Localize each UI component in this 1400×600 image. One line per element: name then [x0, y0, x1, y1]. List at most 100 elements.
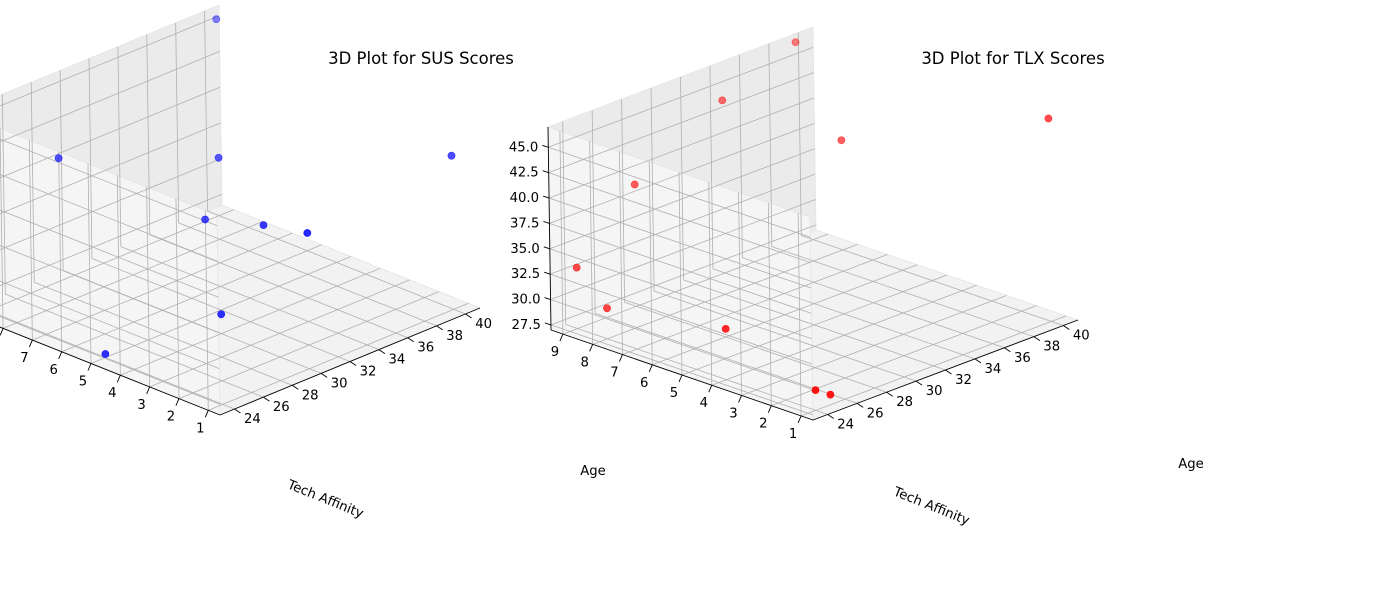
- tlx-x-tick-mark: [827, 414, 834, 419]
- tlx-data-point: [791, 38, 800, 47]
- tlx-y-tick-label: 5: [670, 386, 678, 401]
- tlx-grid-z: [550, 173, 816, 275]
- tlx-grid-y: [592, 243, 858, 345]
- tlx-y-axis-label: Tech Affinity: [890, 484, 971, 529]
- tlx-grid-z: [550, 299, 813, 390]
- tlx-x-tick-mark: [856, 402, 864, 408]
- sus-grid-x: [30, 82, 35, 283]
- sus-grid-y: [90, 256, 352, 364]
- sus-grid-y: [61, 244, 322, 353]
- sus-chart: 3D Plot for SUS Scores Age Tech Affinity…: [0, 4, 606, 522]
- sus-x-tick-mark: [349, 361, 357, 366]
- tlx-data-point: [572, 263, 581, 272]
- tlx-grid-z: [548, 46, 814, 148]
- sus-grid-y: [32, 232, 293, 341]
- tlx-data-point: [811, 386, 820, 394]
- sus-grid-z: [0, 138, 218, 227]
- sus-grid-z: [0, 280, 220, 369]
- tlx-x-tick-mark: [1033, 336, 1041, 342]
- sus-y-tick-mark: [116, 375, 121, 383]
- sus-data-point: [259, 221, 268, 229]
- tlx-z-tick-mark: [543, 220, 550, 224]
- tlx-grid-x: [562, 121, 567, 325]
- tlx-z-tick-mark: [542, 170, 549, 174]
- tlx-x-tick-label: 24: [837, 417, 854, 432]
- sus-x-tick-label: 34: [389, 353, 406, 368]
- tlx-z-tick-label: 32.5: [511, 267, 540, 282]
- tlx-y-tick-label: 2: [759, 417, 767, 432]
- sus-y-tick-label: 2: [167, 410, 175, 425]
- tlx-data-point: [721, 324, 730, 333]
- sus-x-tick-label: 36: [417, 341, 434, 356]
- sus-grid-y: [0, 128, 4, 329]
- sus-y-tick-label: 7: [20, 351, 28, 366]
- tlx-grid-y: [678, 171, 683, 376]
- sus-grid-z: [0, 209, 219, 298]
- tlx-y-tick-label: 8: [581, 355, 589, 370]
- tlx-grid-y: [652, 264, 918, 366]
- tlx-grid-y: [767, 202, 772, 406]
- tlx-grid-y: [648, 161, 653, 365]
- sus-x-tick-label: 32: [360, 365, 377, 380]
- tlx-z-tick-mark: [542, 144, 549, 148]
- sus-x-tick-mark: [378, 349, 386, 354]
- sus-data-points: [54, 15, 456, 358]
- tlx-grid-x: [738, 54, 743, 258]
- sus-data-point: [214, 153, 223, 162]
- tlx-grid-y: [800, 315, 1067, 417]
- tlx-grid-z: [548, 72, 814, 174]
- sus-x-tick-mark: [465, 313, 472, 319]
- tlx-x-tick-mark: [886, 391, 893, 397]
- sus-grid-y: [87, 163, 92, 364]
- sus-data-point: [212, 15, 221, 24]
- tlx-grid-z: [548, 146, 811, 238]
- tlx-y-tick-label: 1: [789, 427, 797, 442]
- tlx-grid-z: [550, 324, 814, 416]
- sus-x-tick-label: 38: [446, 329, 463, 344]
- sus-grid-y: [28, 140, 33, 341]
- tlx-z-tick-mark: [543, 246, 550, 250]
- sus-y-axis-label: Tech Affinity: [284, 477, 365, 522]
- sus-grid-x: [146, 34, 151, 235]
- tlx-data-point: [603, 304, 611, 313]
- sus-grid-y: [149, 279, 410, 388]
- tlx-data-point: [630, 180, 639, 189]
- tlx-grid-z: [549, 148, 815, 250]
- tlx-y-tick-mark: [619, 354, 623, 362]
- sus-y-tick-mark: [0, 328, 4, 336]
- sus-grid-y: [175, 198, 180, 399]
- sus-grid-y: [204, 210, 209, 411]
- tlx-grid-z: [549, 248, 812, 340]
- sus-tick-labels: 242628303234363840123456789405060708090: [20, 317, 492, 436]
- sus-x-axis-label: Age: [580, 464, 606, 479]
- sus-grid-x: [88, 58, 93, 259]
- tlx-chart: 3D Plot for TLX Scores Age Tech Affinity…: [509, 26, 1204, 529]
- tlx-grid-x: [768, 43, 773, 247]
- tlx-x-tick-label: 30: [926, 384, 943, 399]
- tlx-z-tick-label: 27.5: [512, 318, 541, 333]
- tlx-z-axis: [547, 126, 552, 331]
- sus-grid-z: [0, 245, 219, 334]
- sus-grid-y: [208, 302, 469, 411]
- sus-axis-lines: [0, 307, 481, 418]
- sus-y-tick-mark: [58, 351, 63, 359]
- tlx-data-points: [572, 38, 1053, 399]
- tlx-x-tick-label: 28: [896, 395, 913, 410]
- sus-y-tick-mark: [146, 386, 151, 395]
- tlx-chart-title: 3D Plot for TLX Scores: [921, 49, 1104, 68]
- sus-grid-x: [204, 10, 208, 211]
- sus-grid-x: [59, 70, 64, 271]
- sus-data-point: [303, 229, 312, 237]
- sus-grid-z: [0, 174, 218, 262]
- sus-data-point: [101, 350, 110, 358]
- tlx-y-tick-label: 7: [610, 366, 618, 381]
- sus-x-tick-label: 30: [331, 376, 348, 391]
- sus-y-tick-label: 3: [137, 398, 145, 413]
- tlx-gridlines: [548, 32, 1067, 417]
- tlx-y-tick-mark: [708, 385, 713, 393]
- tlx-grid-y: [708, 182, 713, 386]
- sus-chart-title: 3D Plot for SUS Scores: [328, 49, 514, 68]
- tlx-grid-y: [797, 212, 802, 416]
- tlx-y-tick-label: 4: [700, 396, 708, 411]
- tlx-z-tick-label: 40.0: [510, 191, 539, 206]
